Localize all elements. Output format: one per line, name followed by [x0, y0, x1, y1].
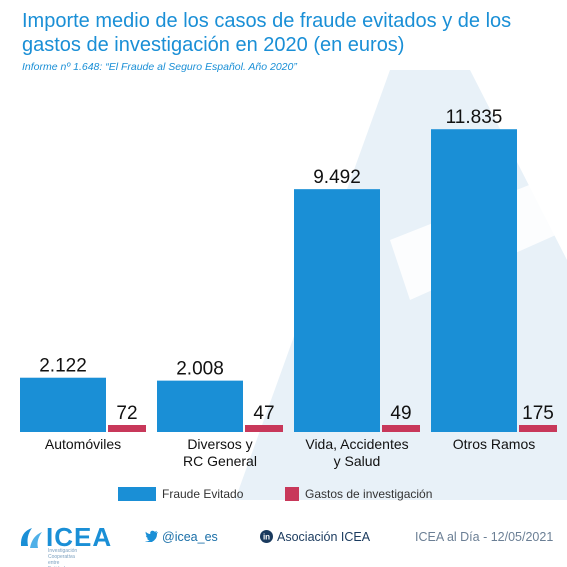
category-label: RC General	[183, 453, 257, 469]
chart-subtitle: Informe nº 1.648: “El Fraude al Seguro E…	[22, 61, 297, 73]
twitter-handle: @icea_es	[162, 530, 218, 544]
gastos-value-label: 49	[390, 403, 411, 424]
gastos-value-label: 72	[116, 403, 137, 424]
category-label: Diversos y	[187, 436, 252, 452]
fraude-value-label: 2.122	[39, 356, 87, 377]
publication-date: ICEA al Día - 12/05/2021	[415, 530, 554, 544]
gastos-bar	[382, 425, 420, 432]
brand-tagline: Investigación Cooperativa entre Entidade…	[48, 548, 78, 567]
linkedin-name: Asociación ICEA	[277, 530, 371, 544]
gastos-bar	[245, 425, 283, 432]
legend-label: Gastos de investigación	[305, 487, 432, 501]
fraude-value-label: 11.835	[446, 107, 503, 128]
category-label: y Salud	[334, 453, 381, 469]
icea-logo-icon	[20, 528, 42, 548]
gastos-value-label: 175	[522, 403, 554, 424]
linkedin-icon: in	[260, 530, 273, 543]
fraude-bar	[20, 377, 106, 432]
gastos-bar	[108, 425, 146, 432]
twitter-icon	[145, 530, 158, 543]
legend-swatch-gastos	[285, 487, 299, 501]
twitter-link[interactable]: @icea_es	[145, 530, 218, 544]
fraude-bar	[157, 380, 243, 432]
category-label: Vida, Accidentes	[305, 436, 408, 452]
category-label: Automóviles	[45, 436, 121, 452]
gastos-value-label: 47	[253, 403, 274, 424]
legend-swatch-fraude	[118, 487, 156, 501]
fraude-bar	[294, 189, 380, 432]
chart-title: Importe medio de los casos de fraude evi…	[22, 10, 512, 56]
fraude-bar	[431, 129, 517, 432]
linkedin-link[interactable]: in Asociación ICEA	[260, 530, 370, 544]
brand-name: ICEA	[46, 522, 113, 552]
category-label: Otros Ramos	[453, 436, 535, 452]
legend-label: Fraude Evitado	[162, 487, 244, 501]
fraude-value-label: 9.492	[313, 167, 361, 188]
svg-text:in: in	[263, 532, 270, 541]
gastos-bar	[519, 425, 557, 432]
fraude-value-label: 2.008	[176, 359, 224, 380]
